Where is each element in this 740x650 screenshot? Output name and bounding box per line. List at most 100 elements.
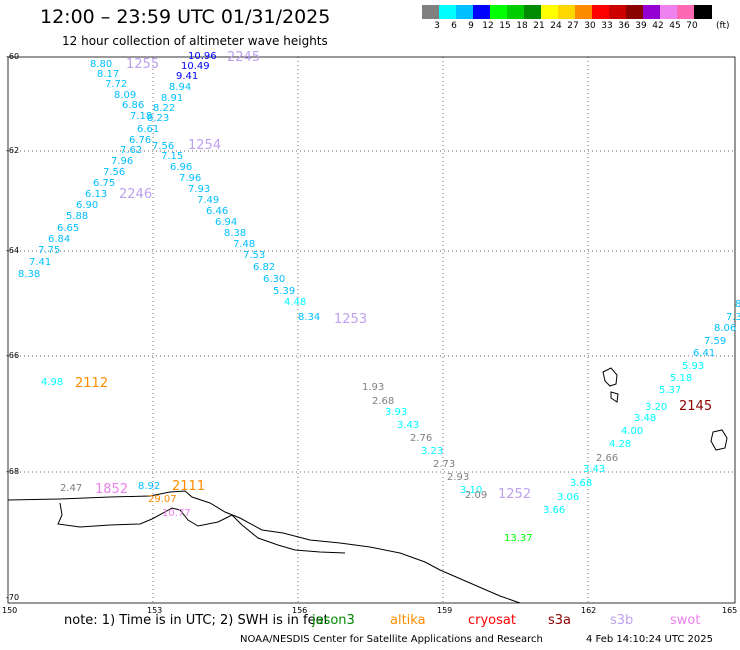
wave-height-reading: 2.66 [596, 453, 619, 464]
colorbar-unit: (ft) [716, 21, 730, 31]
colorbar-label: 39 [635, 21, 647, 31]
colorbar-swatch [660, 5, 677, 19]
wave-height-reading: 7.62 [120, 145, 143, 156]
wave-height-reading: 3.48 [634, 413, 657, 424]
wave-height-reading: 3.10 [460, 485, 483, 496]
colorbar-swatch [490, 5, 507, 19]
colorbar-swatch [541, 5, 558, 19]
wave-height-reading: 7.41 [29, 257, 52, 268]
pass-id: 1253 [334, 312, 368, 327]
wave-height-reading: 4.48 [284, 297, 307, 308]
wave-height-reading: 2.76 [410, 433, 433, 444]
colorbar-label: 24 [550, 21, 562, 31]
wave-height-reading: 8.17 [97, 69, 120, 80]
coastline [7, 367, 728, 604]
wave-height-reading: 10.96 [188, 51, 217, 62]
colorbar-label: 27 [567, 21, 579, 31]
credit-line: NOAA/NESDIS Center for Satellite Applica… [240, 634, 543, 645]
colorbar-label: 45 [669, 21, 681, 31]
wave-height-reading: 6.46 [206, 206, 229, 217]
colorbar-label: 21 [533, 21, 545, 31]
wave-height-reading: 7.3 [726, 312, 740, 323]
wave-height-reading: 8.94 [169, 82, 192, 93]
lon-label: 159 [437, 606, 453, 615]
generated-timestamp: 4 Feb 14:10:24 UTC 2025 [586, 634, 713, 645]
wave-height-reading: 7.49 [197, 195, 220, 206]
wave-height-reading: 3.66 [543, 505, 566, 516]
wave-height-reading: 6.82 [253, 262, 276, 273]
lon-label: 165 [722, 606, 738, 615]
wave-height-reading: 13.37 [504, 533, 533, 544]
page-subtitle: 12 hour collection of altimeter wave hei… [62, 34, 328, 48]
colorbar-swatch [643, 5, 660, 19]
wave-height-reading: 2.09 [465, 490, 488, 501]
wave-height-reading: 6.30 [263, 274, 286, 285]
colorbar-label: 70 [686, 21, 698, 31]
wave-height-reading: 8.38 [224, 228, 247, 239]
colorbar-swatch [677, 5, 694, 19]
wave-height-reading: 7.93 [188, 184, 211, 195]
wave-height-reading: 3.43 [583, 464, 606, 475]
wave-height-reading: 8.22 [153, 103, 176, 114]
colorbar-label: 6 [451, 21, 457, 31]
pass-id: 1252 [498, 487, 532, 502]
wave-height-reading: 6.90 [76, 200, 99, 211]
pass-id: 1852 [95, 482, 129, 497]
lon-label: 153 [147, 606, 163, 615]
lon-label: 162 [581, 606, 597, 615]
wave-height-reading: 4.28 [609, 439, 632, 450]
lat-label: -70 [6, 593, 20, 602]
colorbar-label: 18 [516, 21, 528, 31]
wave-height-reading: 3.06 [557, 492, 580, 503]
wave-height-reading: 7.59 [704, 336, 727, 347]
wave-height-reading: 2.68 [372, 396, 395, 407]
pass-id: 1254 [188, 138, 222, 153]
pass-id: 2246 [119, 187, 153, 202]
wave-height-reading: 5.18 [670, 373, 693, 384]
wave-height-reading: 8.23 [147, 113, 170, 124]
wave-height-reading: 8.80 [90, 59, 113, 70]
wave-height-reading: 7.56 [152, 141, 175, 152]
wave-height-reading: 5.37 [659, 385, 682, 396]
lat-label: -64 [6, 246, 20, 255]
lon-label: 156 [292, 606, 308, 615]
wave-height-reading: 4.00 [621, 426, 644, 437]
colorbar-swatch [592, 5, 609, 19]
pass-id: 1255 [126, 57, 160, 72]
wave-height-reading: 8.06 [714, 323, 737, 334]
pass-id: 2145 [679, 399, 713, 414]
colorbar-label: 36 [618, 21, 630, 31]
wave-height-reading: 5.93 [682, 361, 705, 372]
wave-height-reading: 6.75 [93, 178, 116, 189]
wave-height-reading: 10.49 [181, 61, 210, 72]
legend-altika: altika [390, 613, 426, 628]
colorbar-label: 3 [434, 21, 440, 31]
legend-s3a: s3a [548, 613, 572, 628]
wave-height-reading: 6.65 [57, 223, 80, 234]
pass-id: 2245 [227, 50, 261, 65]
wave-height-reading: 5.39 [273, 286, 296, 297]
colorbar-swatch [524, 5, 541, 19]
wave-height-reading: 3.20 [645, 402, 668, 413]
wave-height-reading: 7.53 [243, 250, 266, 261]
wave-height-reading: 7.72 [105, 79, 128, 90]
lat-label: -60 [6, 52, 20, 61]
page-title: 12:00 – 23:59 UTC 01/31/2025 [40, 6, 331, 28]
legend-swot: swot [670, 613, 701, 628]
pass-id: 2112 [75, 376, 109, 391]
wave-height-reading: 7.15 [161, 151, 184, 162]
colorbar-label: 42 [652, 21, 664, 31]
colorbar-swatch [422, 5, 439, 19]
wave-height-reading: 10.77 [162, 508, 191, 519]
wave-height-reading: 7.75 [38, 245, 61, 256]
wave-height-reading: 29.07 [148, 494, 177, 505]
wave-height-reading: 6.13 [85, 189, 108, 200]
lon-label: 150 [2, 606, 18, 615]
colorbar-label: 12 [482, 21, 494, 31]
legend-s3b: s3b [610, 613, 634, 628]
wave-height-reading: 3.43 [397, 420, 420, 431]
wave-height-reading: 8.91 [161, 93, 184, 104]
wave-height-reading: 4.98 [41, 377, 64, 388]
pass-id: 2111 [172, 479, 206, 494]
